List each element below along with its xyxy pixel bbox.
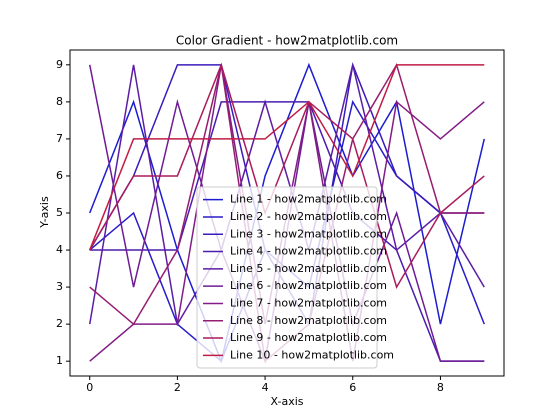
y-tick-label: 8 bbox=[56, 95, 63, 108]
legend-label: Line 2 - how2matplotlib.com bbox=[230, 210, 387, 223]
legend-label: Line 6 - how2matplotlib.com bbox=[230, 279, 387, 292]
x-tick-label: 0 bbox=[86, 381, 93, 394]
legend-label: Line 5 - how2matplotlib.com bbox=[230, 262, 387, 275]
legend: Line 1 - how2matplotlib.com Line 2 - how2… bbox=[196, 186, 394, 369]
legend-label: Line 8 - how2matplotlib.com bbox=[230, 314, 387, 327]
chart-title: Color Gradient - how2matplotlib.com bbox=[176, 34, 398, 48]
legend-label: Line 9 - how2matplotlib.com bbox=[230, 331, 387, 344]
series-line bbox=[89, 62, 485, 289]
legend-label: Line 10 - how2matplotlib.com bbox=[230, 348, 394, 361]
legend-label: Line 4 - how2matplotlib.com bbox=[230, 245, 387, 258]
x-tick-label: 8 bbox=[437, 381, 444, 394]
legend-label: Line 1 - how2matplotlib.com bbox=[230, 193, 387, 206]
x-tick-label: 4 bbox=[262, 381, 269, 394]
y-tick-label: 6 bbox=[56, 169, 63, 182]
y-tick-label: 9 bbox=[56, 58, 63, 71]
x-tick-label: 6 bbox=[349, 381, 356, 394]
plot-frame bbox=[69, 49, 505, 377]
y-axis-label: Y-axis bbox=[38, 196, 51, 229]
legend-box bbox=[196, 186, 378, 369]
y-tick-label: 3 bbox=[56, 280, 63, 293]
x-tick-label: 2 bbox=[174, 381, 181, 394]
x-axis-label: X-axis bbox=[271, 395, 304, 408]
y-tick-label: 7 bbox=[56, 132, 63, 145]
series-line bbox=[89, 64, 485, 251]
y-tick-label: 2 bbox=[56, 317, 63, 330]
legend-label: Line 7 - how2matplotlib.com bbox=[230, 296, 387, 309]
legend-label: Line 3 - how2matplotlib.com bbox=[230, 227, 387, 240]
y-tick-label: 1 bbox=[56, 354, 63, 367]
y-tick-label: 5 bbox=[56, 206, 63, 219]
series-line bbox=[89, 101, 485, 362]
y-tick-label: 4 bbox=[56, 243, 63, 256]
